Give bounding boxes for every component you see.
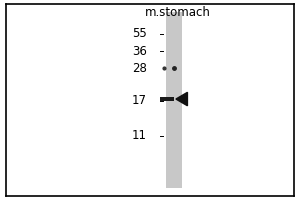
Text: 11: 11 <box>132 129 147 142</box>
Bar <box>166 12 182 188</box>
Text: m.stomach: m.stomach <box>144 6 210 19</box>
Bar <box>160 97 175 101</box>
Text: 36: 36 <box>132 45 147 58</box>
Polygon shape <box>176 92 188 106</box>
Text: 28: 28 <box>132 62 147 75</box>
Text: 17: 17 <box>132 94 147 107</box>
Text: 55: 55 <box>132 27 147 40</box>
